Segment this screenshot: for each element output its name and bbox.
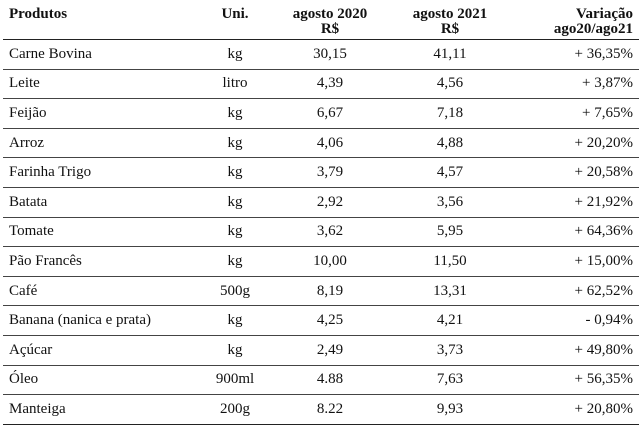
table-row: Manteiga 200g 8.22 9,93 + 20,80% [3,394,639,425]
header-agosto-2021: agosto 2021 R$ [390,0,510,40]
cell-agosto-2021: 9,93 [390,394,510,425]
cell-variacao: + 56,35% [510,365,639,396]
cell-produto: Leite [3,69,200,100]
cell-agosto-2020: 2,92 [270,187,390,218]
cell-agosto-2020: 4,39 [270,69,390,100]
cell-unidade: kg [200,246,270,277]
cell-unidade: kg [200,39,270,70]
header-agosto-2021-currency: R$ [440,21,460,37]
cell-variacao: + 7,65% [510,98,639,129]
cell-variacao: + 20,58% [510,157,639,188]
table-row: Batata kg 2,92 3,56 + 21,92% [3,187,639,218]
cell-produto: Banana (nanica e prata) [3,305,200,336]
table-row: Café 500g 8,19 13,31 + 62,52% [3,276,639,307]
cell-agosto-2021: 13,31 [390,276,510,307]
cell-unidade: kg [200,157,270,188]
cell-variacao: + 64,36% [510,217,639,248]
header-agosto-2020-currency: R$ [320,21,340,37]
cell-unidade: 900ml [200,365,270,396]
cell-variacao: + 49,80% [510,335,639,366]
cell-agosto-2021: 4,21 [390,305,510,336]
cell-variacao: + 21,92% [510,187,639,218]
cell-agosto-2020: 8,19 [270,276,390,307]
cell-produto: Manteiga [3,394,200,425]
cell-unidade: litro [200,69,270,100]
table-row: Banana (nanica e prata) kg 4,25 4,21- 0,94% [3,305,639,336]
cell-produto: Carne Bovina [3,39,200,70]
cell-agosto-2020: 6,67 [270,98,390,129]
cell-agosto-2021: 3,73 [390,335,510,366]
header-produtos: Produtos [9,6,68,22]
table-header: Produtos Uni. agosto 2020 R$ agosto 2021… [3,0,639,40]
table-body: Carne Bovina kg 30,15 41,11 + 36,35% Leite lit… [3,39,639,425]
cell-produto: Farinha Trigo [3,157,200,188]
cell-produto: Tomate [3,217,200,248]
cell-agosto-2021: 5,95 [390,217,510,248]
cell-agosto-2020: 8.22 [270,394,390,425]
cell-variacao: + 62,52% [510,276,639,307]
cell-produto: Café [3,276,200,307]
cell-variacao: + 20,80% [510,394,639,425]
cell-produto: Pão Francês [3,246,200,277]
cell-produto: Feijão [3,98,200,129]
cell-agosto-2020: 10,00 [270,246,390,277]
price-comparison-table: Produtos Uni. agosto 2020 R$ agosto 2021… [3,0,639,425]
cell-agosto-2020: 3,79 [270,157,390,188]
header-agosto-2021-title: agosto 2021 [412,6,488,22]
cell-unidade: kg [200,217,270,248]
header-variacao: Variação ago20/ago21 [510,0,639,40]
header-unidade: Uni. [221,6,249,22]
cell-agosto-2020: 30,15 [270,39,390,70]
table-row: Feijão kg 6,67 7,18 + 7,65% [3,98,639,129]
cell-agosto-2020: 4,25 [270,305,390,336]
cell-agosto-2021: 41,11 [390,39,510,70]
table-row: Pão Francês kg 10,00 11,50 + 15,00% [3,246,639,277]
table-row: Arroz kg 4,06 4,88 + 20,20% [3,128,639,159]
cell-unidade: kg [200,335,270,366]
cell-unidade: 500g [200,276,270,307]
cell-agosto-2021: 11,50 [390,246,510,277]
table-row: Óleo 900ml 4.88 7,63 + 56,35% [3,365,639,396]
header-variacao-period: ago20/ago21 [553,21,633,37]
table-row: Açúcar kg 2,49 3,73 + 49,80% [3,335,639,366]
header-variacao-title: Variação [576,6,633,22]
cell-unidade: kg [200,305,270,336]
cell-agosto-2020: 3,62 [270,217,390,248]
table-row: Farinha Trigo kg 3,79 4,57 + 20,58% [3,157,639,188]
table-row: Leite litro 4,39 4,56 + 3,87% [3,69,639,100]
cell-produto: Arroz [3,128,200,159]
table-row: Tomate kg 3,62 5,95 + 64,36% [3,217,639,248]
cell-unidade: kg [200,98,270,129]
cell-agosto-2021: 4,57 [390,157,510,188]
cell-agosto-2020: 2,49 [270,335,390,366]
cell-produto: Batata [3,187,200,218]
cell-agosto-2021: 4,88 [390,128,510,159]
cell-agosto-2020: 4,06 [270,128,390,159]
cell-variacao: + 36,35% [510,39,639,70]
cell-agosto-2021: 3,56 [390,187,510,218]
cell-agosto-2021: 4,56 [390,69,510,100]
cell-produto: Óleo [3,365,200,396]
cell-agosto-2021: 7,18 [390,98,510,129]
cell-unidade: kg [200,128,270,159]
cell-variacao: + 3,87% [510,69,639,100]
cell-unidade: kg [200,187,270,218]
table-row: Carne Bovina kg 30,15 41,11 + 36,35% [3,39,639,70]
cell-produto: Açúcar [3,335,200,366]
cell-unidade: 200g [200,394,270,425]
cell-agosto-2021: 7,63 [390,365,510,396]
cell-agosto-2020: 4.88 [270,365,390,396]
cell-variacao: - 0,94% [510,305,639,336]
cell-variacao: + 15,00% [510,246,639,277]
header-row: Produtos Uni. agosto 2020 R$ agosto 2021… [3,0,639,40]
cell-variacao: + 20,20% [510,128,639,159]
header-agosto-2020-title: agosto 2020 [292,6,368,22]
header-agosto-2020: agosto 2020 R$ [270,0,390,40]
